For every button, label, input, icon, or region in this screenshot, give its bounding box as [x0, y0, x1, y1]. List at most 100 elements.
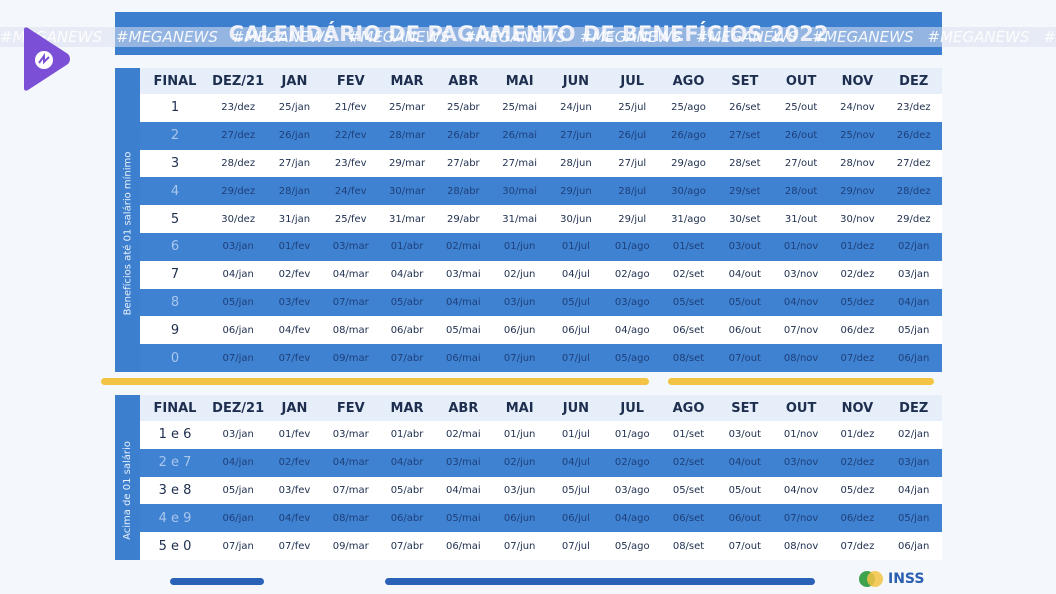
date-cell: 23/dez — [221, 102, 256, 114]
header-cell: NOV — [841, 73, 874, 89]
date-cell: 01/nov — [783, 429, 819, 441]
date-cell: 01/nov — [783, 241, 819, 253]
date-cell: 05/dez — [840, 484, 875, 496]
date-cell: 07/mar — [332, 484, 369, 496]
date-cell: 06/dez — [840, 324, 875, 336]
date-cell: 29/abr — [446, 213, 480, 225]
date-cell: 04/nov — [783, 484, 819, 496]
date-cell: 27/dez — [896, 157, 931, 169]
date-cell: 06/jan — [222, 324, 254, 336]
date-cell: 28/dez — [896, 185, 931, 197]
date-cell: 03/jan — [222, 429, 254, 441]
date-cell: 07/dez — [840, 540, 875, 552]
date-cell: 28/jun — [560, 157, 592, 169]
date-cell: 02/jan — [898, 429, 930, 441]
date-cell: 02/mai — [445, 429, 481, 441]
date-cell: 08/set — [672, 352, 705, 364]
watermark-text: #MEGANEWS — [927, 28, 1030, 46]
date-cell: 27/jan — [278, 157, 311, 169]
date-cell: 02/mai — [445, 241, 481, 253]
date-cell: 07/abr — [390, 352, 424, 364]
date-cell: 29/dez — [896, 213, 931, 225]
table-row: 1 e 6 03/jan 01/fev 03/mar 01/abr 02/mai 01/ju… — [140, 421, 942, 449]
table-row: 4 29/dez 28/jan 24/fev 30/mar 28/abr 30/mai 29/… — [140, 177, 942, 206]
date-cell: 03/jan — [898, 269, 930, 281]
date-cell: 01/jun — [503, 241, 536, 253]
date-cell: 06/abr — [390, 324, 424, 336]
date-cell: 07/out — [728, 352, 762, 364]
date-cell: 29/ago — [671, 157, 706, 169]
date-cell: 26/jul — [618, 130, 647, 142]
date-cell: 05/dez — [840, 296, 875, 308]
date-cell: 07/fev — [278, 352, 311, 364]
date-cell: 07/mar — [332, 296, 369, 308]
date-cell: 29/mar — [389, 157, 426, 169]
date-cell: 03/nov — [783, 457, 819, 469]
final-cell: 2 — [170, 128, 180, 144]
date-cell: 05/set — [672, 484, 705, 496]
date-cell: 06/jul — [561, 324, 590, 336]
date-cell: 01/jul — [561, 241, 590, 253]
date-cell: 25/jul — [618, 102, 647, 114]
date-cell: 05/jan — [222, 296, 254, 308]
date-cell: 28/abr — [446, 185, 480, 197]
date-cell: 03/ago — [614, 296, 650, 308]
date-cell: 03/jun — [503, 484, 536, 496]
date-cell: 30/dez — [221, 213, 256, 225]
date-cell: 22/fev — [334, 130, 367, 142]
final-cell: 5 — [170, 211, 180, 227]
date-cell: 03/nov — [783, 269, 819, 281]
date-cell: 04/mar — [332, 457, 369, 469]
date-cell: 08/nov — [783, 352, 819, 364]
watermark-text: #MEGANEWS — [811, 28, 914, 46]
date-cell: 06/jun — [503, 512, 536, 524]
header-cell: FEV — [336, 400, 365, 416]
date-cell: 21/fev — [334, 102, 367, 114]
final-cell: 2 e 7 — [158, 455, 192, 471]
final-cell: 0 — [170, 350, 180, 366]
date-cell: 28/set — [729, 157, 761, 169]
header-cell: JAN — [281, 400, 308, 416]
table-row: 4 e 9 06/jan 04/fev 08/mar 06/abr 05/mai 06/ju… — [140, 504, 942, 533]
date-cell: 06/mai — [445, 540, 481, 552]
date-cell: 05/jul — [561, 484, 590, 496]
date-cell: 02/fev — [278, 457, 311, 469]
date-cell: 03/mai — [445, 457, 481, 469]
blue-bar — [170, 578, 264, 585]
date-cell: 01/abr — [390, 241, 424, 253]
date-cell: 02/set — [672, 457, 705, 469]
header-cell: MAR — [390, 400, 424, 416]
date-cell: 03/mar — [332, 429, 369, 441]
date-cell: 01/abr — [390, 429, 424, 441]
date-cell: 27/mai — [502, 157, 537, 169]
date-cell: 04/mar — [332, 269, 369, 281]
date-cell: 04/abr — [390, 269, 424, 281]
date-cell: 06/set — [672, 324, 705, 336]
date-cell: 25/abr — [446, 102, 480, 114]
date-cell: 02/dez — [840, 269, 875, 281]
date-cell: 26/dez — [896, 130, 931, 142]
date-cell: 27/out — [784, 157, 818, 169]
table-row: 0 07/jan 07/fev 09/mar 07/abr 06/mai 07/jun 07/… — [140, 344, 942, 372]
date-cell: 03/out — [728, 241, 762, 253]
date-cell: 02/ago — [614, 269, 650, 281]
date-cell: 06/jan — [898, 540, 930, 552]
date-cell: 05/mai — [445, 324, 481, 336]
date-cell: 09/mar — [332, 540, 369, 552]
header-cell: MAI — [505, 73, 534, 89]
header-cell: JUN — [562, 400, 590, 416]
header-cell: OUT — [785, 400, 817, 416]
date-cell: 03/fev — [278, 484, 311, 496]
date-cell: 30/mar — [389, 185, 426, 197]
final-cell: 7 — [170, 267, 180, 283]
date-cell: 25/mar — [389, 102, 426, 114]
channel-logo — [24, 27, 70, 91]
header-cell: FINAL — [153, 400, 197, 416]
date-cell: 24/fev — [334, 185, 367, 197]
date-cell: 04/mai — [445, 484, 481, 496]
date-cell: 06/jun — [503, 324, 536, 336]
date-cell: 08/mar — [332, 324, 369, 336]
date-cell: 02/ago — [614, 457, 650, 469]
header-cell: JUL — [620, 73, 645, 89]
